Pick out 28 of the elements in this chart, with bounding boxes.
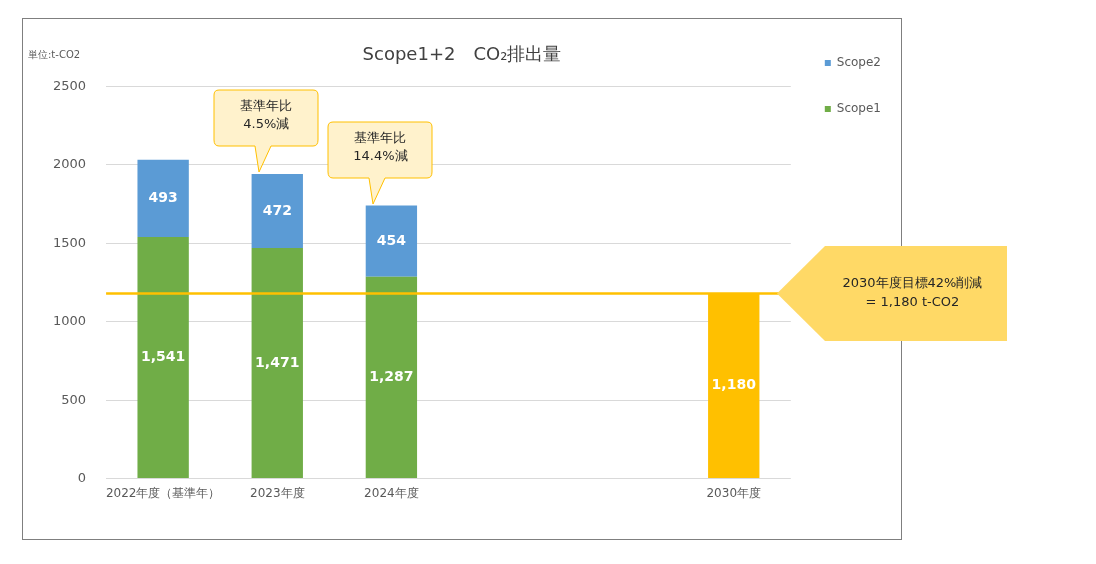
chart-title: Scope1+2 CO₂排出量 <box>362 43 562 65</box>
x-tick-label: 2024年度 <box>364 485 419 500</box>
legend-label: Scope2 <box>836 55 882 70</box>
data-label: 1,541 <box>141 348 186 365</box>
data-label: 472 <box>262 201 292 218</box>
x-tick-label: 2030年度 <box>706 485 762 500</box>
bar <box>251 247 303 479</box>
y-tick-label: 500 <box>61 391 87 407</box>
data-label: 1,471 <box>255 353 300 370</box>
data-label: 454 <box>376 231 407 248</box>
y-tick-label: 2000 <box>52 156 87 172</box>
text: 2030年度目標42%削減 = 1,180 t-CO2 <box>841 274 984 312</box>
bar <box>365 276 418 479</box>
y-tick-label: 0 <box>77 469 87 485</box>
y-tick-label: 1500 <box>52 234 87 250</box>
bar <box>137 236 189 479</box>
legend-label: Scope1 <box>836 101 882 116</box>
x-tick-label: 2022年度（基準年） <box>105 485 221 500</box>
data-label: 493 <box>148 188 178 205</box>
text: 単位:t-CO2 <box>28 48 81 62</box>
bar <box>137 159 189 237</box>
annotation: 基準年比 14.4%減 <box>352 128 409 165</box>
data-label: 1,287 <box>369 368 414 385</box>
y-tick-label: 1000 <box>52 313 87 329</box>
x-tick-label: 2023年度 <box>249 485 305 500</box>
y-tick-label: 2500 <box>52 77 87 93</box>
annotation: 基準年比 4.5%減 <box>239 96 294 133</box>
data-label: 1,180 <box>711 376 757 393</box>
